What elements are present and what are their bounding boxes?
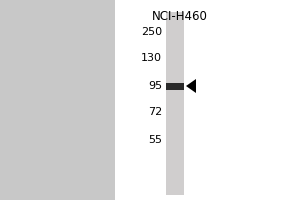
Text: 130: 130 [141, 53, 162, 63]
Text: NCI-H460: NCI-H460 [152, 10, 208, 23]
Text: 250: 250 [141, 27, 162, 37]
Bar [115, 0, 300, 200]
Bar [166, 12, 184, 195]
Text: 72: 72 [148, 107, 162, 117]
Bar [166, 82, 184, 90]
Text: 55: 55 [148, 135, 162, 145]
Text: 95: 95 [148, 81, 162, 91]
Polygon shape [186, 79, 196, 93]
